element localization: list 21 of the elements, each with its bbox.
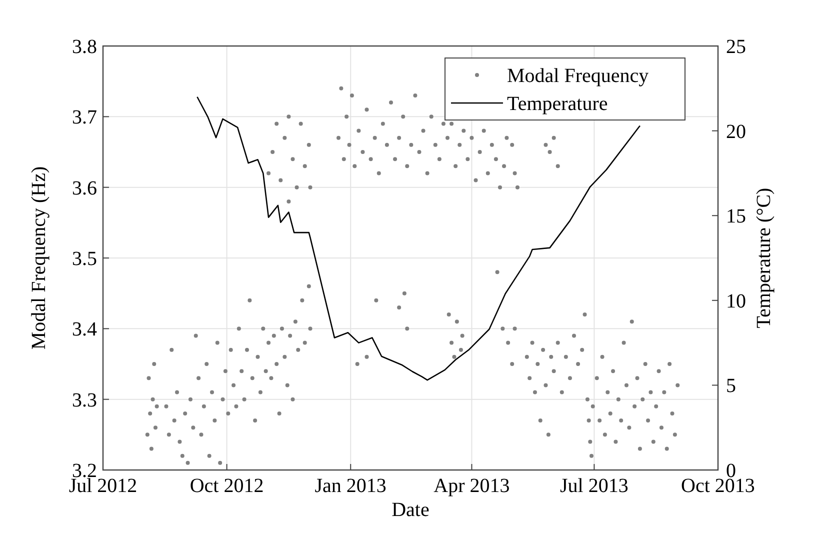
- x-tick-label: Oct 2012: [190, 475, 264, 497]
- y-tick-label: 3.6: [72, 177, 97, 200]
- line-series: [196, 96, 641, 381]
- x-tick-label: Jul 2013: [560, 475, 628, 497]
- y2-tick-label: 10: [726, 290, 746, 312]
- x-tick-label: Jan 2013: [314, 475, 386, 497]
- y-tick-label: 3.8: [72, 36, 97, 58]
- legend-label: Temperature: [507, 93, 608, 115]
- x-axis-title: Date: [392, 499, 430, 521]
- y2-tick-label: 20: [726, 120, 746, 143]
- y-tick-label: 3.4: [72, 318, 97, 341]
- y2-tick-label: 25: [726, 36, 746, 58]
- y2-axis-title: Temperature (°C): [753, 188, 775, 328]
- y2-tick-label: 15: [726, 206, 746, 228]
- y-tick-label: 3.5: [72, 248, 97, 270]
- y-axis-title: Modal Frequency (Hz): [28, 166, 50, 350]
- y2-tick-label: 5: [726, 375, 736, 398]
- x-tick-label: Apr 2013: [434, 475, 510, 497]
- y-tick-label: 3.7: [72, 106, 97, 129]
- legend-label: Modal Frequency: [507, 65, 649, 87]
- y-tick-label: 3.3: [72, 389, 97, 412]
